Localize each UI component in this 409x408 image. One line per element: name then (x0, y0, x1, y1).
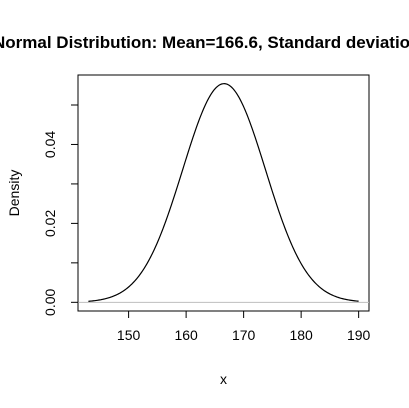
y-tick-label: 0.02 (42, 210, 58, 237)
x-axis-label: x (220, 371, 227, 387)
x-tick-label: 170 (232, 327, 256, 343)
x-tick-label: 150 (117, 327, 141, 343)
x-axis: 150 160 170 180 190 (117, 310, 371, 343)
x-tick-label: 190 (347, 327, 371, 343)
density-curve (88, 83, 359, 302)
plot-frame (77, 74, 370, 312)
y-axis-label: Density (6, 170, 22, 217)
y-tick-label: 0.00 (42, 288, 58, 315)
y-axis: 0.00 0.02 0.04 (42, 104, 79, 316)
chart-title: Normal Distribution: Mean=166.6, Standar… (0, 33, 409, 52)
y-tick-label: 0.04 (42, 131, 58, 158)
x-tick-label: 180 (289, 327, 313, 343)
x-tick-label: 160 (174, 327, 198, 343)
